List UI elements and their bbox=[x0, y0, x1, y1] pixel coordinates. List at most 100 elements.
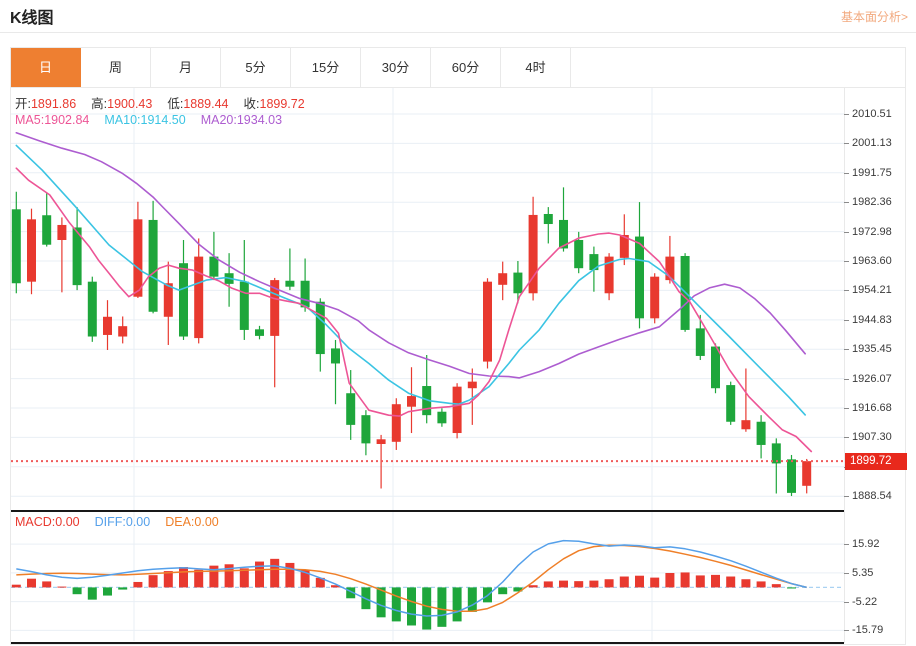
candle-12 bbox=[194, 238, 204, 344]
axis-label: 1907.30 bbox=[852, 431, 892, 444]
candle-27 bbox=[422, 355, 432, 424]
axis-label: -5.22 bbox=[852, 595, 878, 608]
legend-item: MACD:0.00 bbox=[15, 515, 80, 529]
legend-item: MA20:1934.03 bbox=[200, 113, 283, 127]
kline-chart-panel: 开:1891.86 高:1900.43 低:1889.44 收:1899.72 MA5… bbox=[10, 88, 907, 645]
candle-40 bbox=[619, 214, 629, 266]
candle-33 bbox=[513, 260, 523, 304]
candle-50 bbox=[771, 438, 781, 494]
title-bar: K线图 基本面分析> bbox=[0, 0, 916, 33]
legend-item: DEA:0.00 bbox=[165, 515, 219, 529]
axis-label: 1944.83 bbox=[852, 313, 892, 326]
candle-30 bbox=[467, 368, 477, 425]
axis-label: 5.35 bbox=[852, 566, 874, 579]
ma-legend: MA5:1902.84 MA10:1914.50 MA20:1934.03 bbox=[15, 113, 297, 127]
page-title: K线图 bbox=[10, 10, 54, 27]
candle-29 bbox=[452, 383, 462, 439]
macd-histogram bbox=[11, 558, 796, 630]
candle-39 bbox=[604, 253, 614, 301]
axis-label: 1991.75 bbox=[852, 166, 892, 179]
candle-43 bbox=[665, 235, 675, 284]
tab-4时[interactable]: 4时 bbox=[501, 48, 571, 87]
candle-6 bbox=[103, 300, 112, 350]
candle-16 bbox=[255, 325, 264, 340]
axis-label: 1916.68 bbox=[852, 402, 892, 415]
candle-9 bbox=[148, 200, 158, 314]
tab-30分[interactable]: 30分 bbox=[361, 48, 431, 87]
candle-42 bbox=[650, 273, 660, 324]
macd-legend: MACD:0.00 DIFF:0.00 DEA:0.00 bbox=[15, 515, 234, 529]
panel-divider bbox=[11, 510, 844, 512]
candle-10 bbox=[163, 261, 173, 345]
axis-tick bbox=[844, 601, 849, 603]
candle-19 bbox=[300, 258, 310, 312]
axis-label: 2001.13 bbox=[852, 137, 892, 150]
candle-31 bbox=[483, 278, 492, 369]
tab-月[interactable]: 月 bbox=[151, 48, 221, 87]
tab-5分[interactable]: 5分 bbox=[221, 48, 291, 87]
tab-周[interactable]: 周 bbox=[81, 48, 151, 87]
candlestick-chart[interactable] bbox=[11, 88, 844, 510]
legend-item: 收:1899.72 bbox=[243, 97, 305, 111]
axis-tick bbox=[844, 143, 849, 145]
candles-layer bbox=[11, 187, 812, 497]
candle-47 bbox=[726, 381, 736, 425]
tab-60分[interactable]: 60分 bbox=[431, 48, 501, 87]
candle-22 bbox=[346, 370, 356, 440]
tab-bar: 日周月 5分 15分 30分 60分 4时 bbox=[10, 47, 906, 88]
candle-25 bbox=[391, 398, 401, 450]
candle-4 bbox=[72, 207, 82, 291]
axis-tick bbox=[844, 319, 849, 321]
axis-tick bbox=[844, 437, 849, 439]
legend-item: 低:1889.44 bbox=[167, 97, 229, 111]
axis-separator bbox=[844, 88, 845, 643]
candle-11 bbox=[179, 240, 188, 340]
candle-49 bbox=[756, 415, 766, 459]
candle-15 bbox=[239, 240, 249, 340]
candle-0 bbox=[11, 191, 21, 294]
candle-1 bbox=[27, 208, 36, 295]
legend-item: MA5:1902.84 bbox=[15, 113, 90, 127]
axis-label: 1954.21 bbox=[852, 284, 892, 297]
axis-label: 15.92 bbox=[852, 538, 880, 551]
legend-item: 高:1900.43 bbox=[91, 97, 153, 111]
candle-28 bbox=[437, 408, 447, 427]
axis-tick bbox=[844, 408, 849, 410]
ohlc-legend: 开:1891.86 高:1900.43 低:1889.44 收:1899.72 bbox=[15, 93, 320, 112]
tab-日[interactable]: 日 bbox=[11, 48, 81, 87]
candle-3 bbox=[57, 217, 67, 293]
candle-18 bbox=[285, 248, 295, 291]
candle-35 bbox=[543, 207, 553, 244]
macd-chart[interactable] bbox=[11, 512, 844, 641]
candle-7 bbox=[118, 316, 128, 344]
main-gridlines bbox=[11, 88, 844, 510]
axis-tick bbox=[844, 349, 849, 351]
legend-item: 开:1891.86 bbox=[15, 97, 77, 111]
fundamental-analysis-link[interactable]: 基本面分析> bbox=[840, 9, 908, 24]
axis-label: 1926.07 bbox=[852, 372, 892, 385]
axis-tick bbox=[844, 290, 849, 292]
candle-2 bbox=[42, 193, 52, 247]
candle-41 bbox=[635, 202, 644, 329]
candle-32 bbox=[498, 261, 508, 301]
candle-36 bbox=[559, 187, 568, 252]
axis-tick bbox=[844, 496, 849, 498]
axis-tick bbox=[844, 572, 849, 574]
axis-label: 2010.51 bbox=[852, 108, 892, 120]
panel-bottom-line bbox=[11, 641, 844, 644]
axis-label: 1982.36 bbox=[852, 196, 892, 209]
axis-label: 1972.98 bbox=[852, 225, 892, 238]
current-price-tag: 1899.72 bbox=[845, 452, 907, 470]
candle-26 bbox=[407, 367, 416, 434]
candle-34 bbox=[528, 196, 538, 301]
axis-label: 1963.60 bbox=[852, 254, 892, 267]
candle-17 bbox=[270, 277, 280, 388]
axis-label: -15.79 bbox=[852, 624, 884, 637]
candle-46 bbox=[711, 343, 720, 394]
legend-item: DIFF:0.00 bbox=[94, 515, 151, 529]
axis-tick bbox=[844, 172, 849, 174]
legend-item: MA10:1914.50 bbox=[104, 113, 186, 127]
tab-15分[interactable]: 15分 bbox=[291, 48, 361, 87]
axis-tick bbox=[844, 231, 849, 233]
